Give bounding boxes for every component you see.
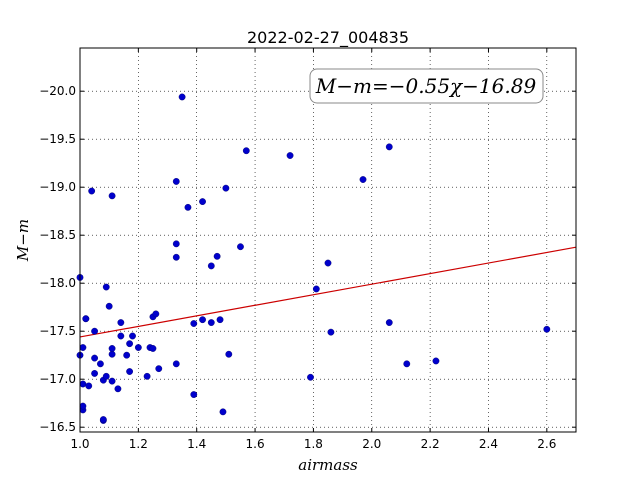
data-point xyxy=(152,310,160,318)
data-point xyxy=(432,357,440,365)
data-point xyxy=(172,178,180,185)
y-tick-label: −19.0 xyxy=(39,180,76,194)
data-point xyxy=(79,402,87,410)
data-point xyxy=(190,391,198,398)
y-axis-label: M−m xyxy=(14,219,32,262)
data-point xyxy=(91,327,98,335)
data-point xyxy=(286,152,294,159)
x-tick-label: 1.0 xyxy=(70,437,89,451)
data-point xyxy=(99,416,107,423)
fit-equation-text: M−m=−0.55χ−16.89 xyxy=(315,74,537,98)
plot-area-frame xyxy=(79,47,577,433)
data-point xyxy=(79,344,87,351)
y-tick-label: −19.5 xyxy=(39,132,76,146)
data-point xyxy=(172,240,180,248)
data-point xyxy=(213,252,221,260)
data-point xyxy=(82,315,90,323)
data-point xyxy=(108,345,116,352)
data-point xyxy=(222,184,230,192)
data-point xyxy=(172,360,180,368)
data-point xyxy=(102,372,110,380)
data-point xyxy=(97,360,104,368)
x-tick-label: 1.2 xyxy=(129,437,148,451)
data-point xyxy=(102,283,110,291)
fit-equation-box-frame xyxy=(309,68,544,104)
data-point xyxy=(117,319,125,326)
data-point xyxy=(219,408,227,416)
x-tick-label: 2.6 xyxy=(537,437,556,451)
data-point xyxy=(199,316,206,324)
data-point xyxy=(312,285,320,293)
data-point xyxy=(129,332,136,340)
data-point xyxy=(123,351,131,359)
data-point xyxy=(108,350,116,358)
data-point xyxy=(126,340,134,348)
data-point xyxy=(543,325,551,333)
data-point xyxy=(327,328,335,336)
data-point xyxy=(207,319,215,326)
axis-ticks xyxy=(79,48,576,432)
y-tick-labels: −16.5 −17.0 −17.5 −18.0 −18.5 −19.0 −19.5 −20.0 xyxy=(39,84,76,434)
data-point xyxy=(225,350,233,358)
data-points xyxy=(76,71,551,424)
data-point xyxy=(190,320,198,327)
data-point xyxy=(359,176,367,183)
data-point xyxy=(91,354,98,362)
data-point xyxy=(117,332,125,340)
fit-line xyxy=(79,246,577,338)
data-point xyxy=(237,243,244,251)
chart-title: 2022-02-27_004835 xyxy=(247,28,409,48)
data-point xyxy=(88,187,96,195)
x-tick-label: 1.8 xyxy=(304,437,323,451)
x-tick-label: 2.2 xyxy=(421,437,440,451)
x-tick-label: 2.0 xyxy=(362,437,381,451)
data-point xyxy=(149,345,157,352)
y-tick-label: −18.0 xyxy=(39,276,76,290)
y-tick-label: −17.0 xyxy=(39,372,76,386)
x-tick-label: 1.6 xyxy=(246,437,265,451)
data-point xyxy=(403,360,411,368)
data-point xyxy=(114,385,122,393)
data-point xyxy=(105,302,113,310)
fit-equation-box: M−m=−0.55χ−16.89 xyxy=(309,68,544,104)
data-point xyxy=(108,377,116,385)
data-point xyxy=(143,372,151,380)
data-point xyxy=(385,143,393,151)
data-point xyxy=(184,203,192,211)
fit-line-group xyxy=(79,246,577,338)
data-point xyxy=(108,192,116,200)
y-tick-label: −18.5 xyxy=(39,228,76,242)
data-point xyxy=(385,319,393,326)
data-point xyxy=(155,365,163,373)
data-point xyxy=(307,373,314,381)
data-point xyxy=(79,380,87,388)
data-point xyxy=(178,93,186,101)
data-point xyxy=(91,370,98,377)
y-tick-label: −20.0 xyxy=(39,84,76,98)
x-tick-labels: 1.0 1.2 1.4 1.6 1.8 2.0 2.2 2.4 2.6 xyxy=(70,437,556,451)
data-point xyxy=(172,253,180,261)
data-point xyxy=(324,259,332,267)
data-point xyxy=(242,147,250,155)
x-axis-label: airmass xyxy=(298,456,358,474)
y-tick-label: −17.5 xyxy=(39,324,76,338)
data-point xyxy=(216,316,224,324)
data-point xyxy=(134,344,142,351)
x-tick-label: 2.4 xyxy=(479,437,498,451)
data-point xyxy=(199,198,206,206)
data-point xyxy=(85,382,93,390)
y-tick-label: −16.5 xyxy=(39,420,76,434)
data-point xyxy=(207,262,215,270)
data-point xyxy=(126,368,134,375)
x-tick-label: 1.4 xyxy=(187,437,206,451)
